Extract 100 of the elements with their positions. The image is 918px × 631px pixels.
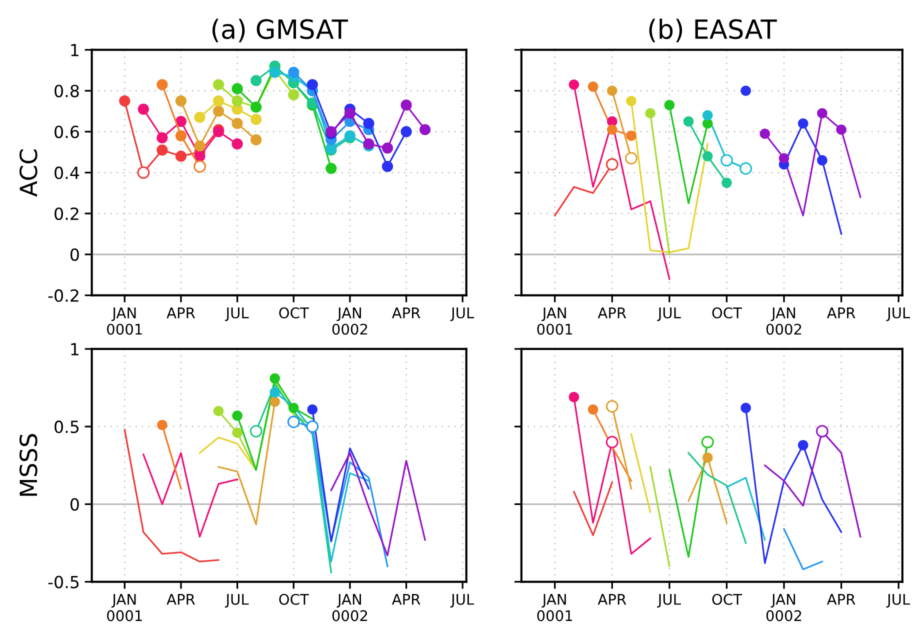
point [270,373,280,384]
y-tick-label: 1 [71,343,78,356]
point [212,95,224,107]
x-tick-label: APR [392,308,420,318]
point [664,100,675,110]
point [138,104,149,115]
point [645,108,656,118]
point [194,112,206,123]
point [816,424,828,438]
point [232,95,243,107]
point [156,144,168,156]
point [157,420,168,430]
point [232,410,242,421]
y-tick-label: 1 [71,44,78,56]
x-tick-label: OCT [712,307,742,318]
x-tick-label: JAN 0001 [537,594,572,622]
line-series [198,436,257,471]
x-tick-label: OCT [712,594,742,605]
chart-title: (a) GMSAT [212,18,348,42]
point [568,79,580,90]
point [760,128,770,139]
point [382,160,394,172]
point [624,152,638,164]
x-tick-label: APR [598,308,626,318]
point [156,132,168,144]
y-tick-label: 0 [70,498,79,511]
x-tick-label: JAN 0001 [537,308,572,335]
x-tick-label: JAN 0001 [107,594,142,622]
point [175,130,187,142]
point [702,151,713,162]
point [606,86,618,96]
x-tick-label: JUL [450,594,474,608]
line-series [142,452,238,538]
point [722,178,732,188]
point [288,402,299,414]
point [588,82,598,92]
point [606,436,618,448]
x-tick-label: OCT [279,307,309,318]
point [836,124,846,135]
line-series [330,452,426,556]
x-tick-label: JUL [657,308,681,322]
chart-title: (b) EASAT [649,18,777,42]
point [817,155,828,166]
x-tick-label: APR [826,594,856,605]
x-tick-label: JAN 0002 [766,308,802,335]
point [778,153,790,164]
point [344,108,356,119]
point [250,424,262,438]
y-tick-label: 0.4 [54,166,80,180]
point [701,436,714,448]
point [817,108,828,118]
point [307,404,318,415]
point [683,116,694,127]
point [213,406,224,416]
x-tick-label: APR [166,594,196,605]
y-tick-label: -0.5 [48,576,79,588]
point [270,387,280,398]
point [232,428,242,438]
point [250,74,262,86]
x-tick-label: APR [826,308,856,318]
point [363,118,374,130]
y-tick-label: 0.8 [54,84,79,98]
point [250,134,262,146]
point [400,126,412,138]
point [232,138,243,150]
x-tick-label: JAN 0001 [107,308,142,335]
y-tick-label: -0.2 [48,289,78,302]
point [232,118,243,130]
point [270,396,280,407]
x-tick-label: JUL [886,594,910,608]
y-tick-label: 0.5 [54,420,79,434]
x-tick-label: JUL [450,308,474,322]
point [175,116,187,127]
point [119,95,130,107]
point [156,79,168,90]
line-series [124,428,220,562]
point [702,452,713,463]
point [382,142,394,154]
x-tick-label: APR [598,594,626,605]
point [194,140,206,152]
y-axis-title: ACC [19,150,38,197]
point [626,96,636,106]
x-tick-label: JAN 0002 [332,594,368,622]
point [363,138,374,150]
point [798,440,808,450]
y-tick-label: 0.2 [54,207,78,220]
point [250,114,262,125]
point [702,110,713,120]
point [288,89,300,100]
y-axis-title: MSSS [19,434,38,496]
point [626,130,636,141]
point [306,79,318,90]
point [326,162,337,174]
point [568,392,580,402]
x-tick-label: JAN 0002 [332,308,368,335]
x-tick-label: JAN 0002 [766,594,802,622]
y-tick-label: 0 [70,248,79,261]
point [419,124,431,136]
point [288,66,300,78]
point [798,118,808,129]
